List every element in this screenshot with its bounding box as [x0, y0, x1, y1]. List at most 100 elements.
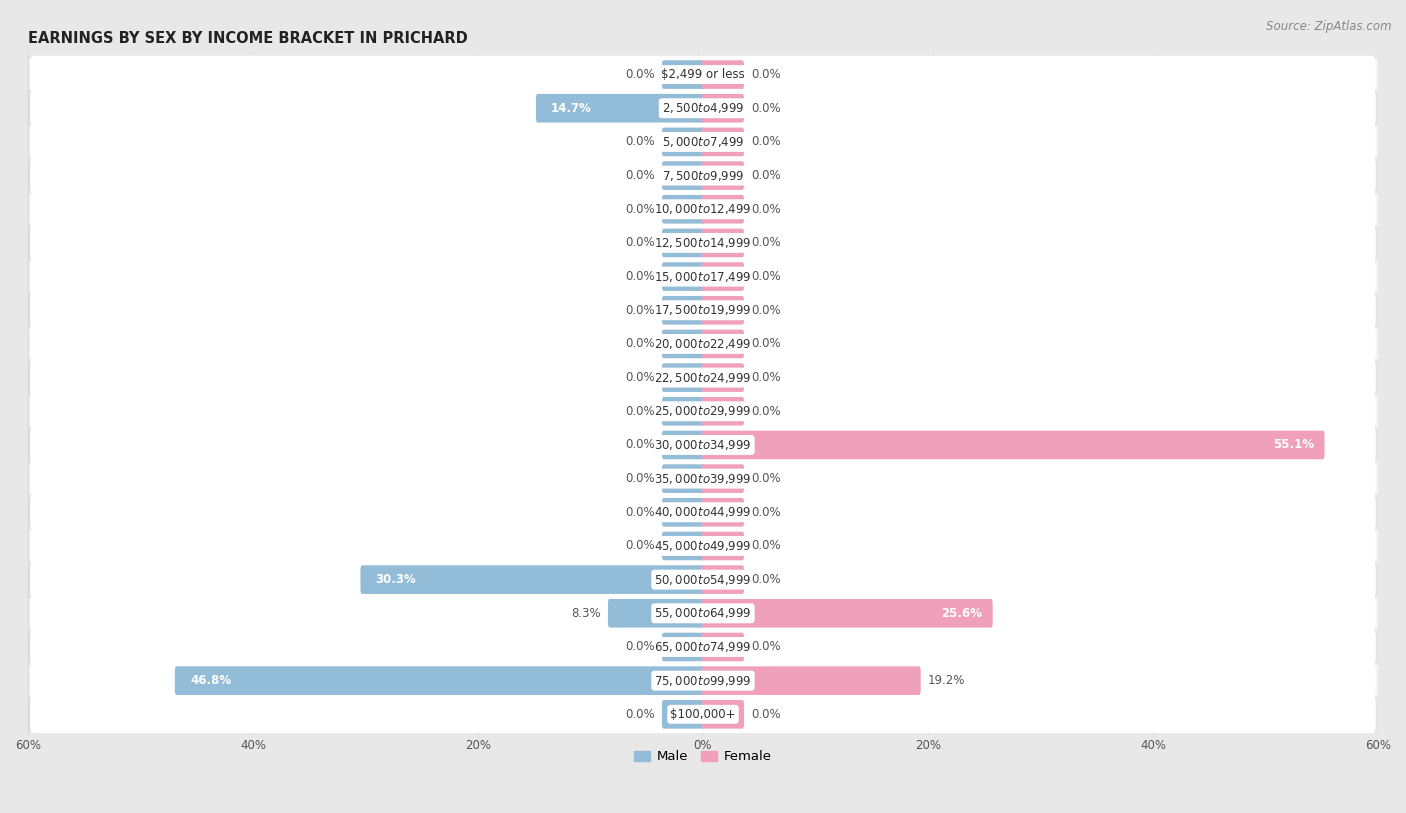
Text: 0.0%: 0.0% [626, 136, 655, 149]
Text: 0.0%: 0.0% [751, 371, 780, 384]
Text: 0.0%: 0.0% [626, 708, 655, 721]
Text: 0.0%: 0.0% [751, 270, 780, 283]
Text: 0.0%: 0.0% [626, 237, 655, 250]
Text: 0.0%: 0.0% [751, 573, 780, 586]
Bar [28, 699, 1378, 730]
FancyBboxPatch shape [31, 561, 1375, 598]
Text: $22,500 to $24,999: $22,500 to $24,999 [654, 371, 752, 385]
FancyBboxPatch shape [702, 195, 744, 224]
Text: $45,000 to $49,999: $45,000 to $49,999 [654, 539, 752, 553]
FancyBboxPatch shape [702, 464, 744, 493]
FancyBboxPatch shape [31, 190, 1375, 228]
FancyBboxPatch shape [662, 464, 704, 493]
FancyBboxPatch shape [31, 56, 1375, 93]
FancyBboxPatch shape [702, 363, 744, 392]
FancyBboxPatch shape [31, 393, 1375, 430]
FancyBboxPatch shape [662, 128, 704, 156]
FancyBboxPatch shape [702, 532, 744, 560]
FancyBboxPatch shape [662, 329, 704, 359]
FancyBboxPatch shape [31, 460, 1375, 498]
FancyBboxPatch shape [702, 228, 744, 257]
Text: $100,000+: $100,000+ [671, 708, 735, 721]
FancyBboxPatch shape [662, 633, 704, 661]
Text: 0.0%: 0.0% [626, 304, 655, 317]
Text: 0.0%: 0.0% [626, 68, 655, 81]
FancyBboxPatch shape [702, 633, 744, 661]
FancyBboxPatch shape [702, 700, 744, 728]
FancyBboxPatch shape [702, 565, 744, 594]
FancyBboxPatch shape [662, 498, 704, 527]
Text: $65,000 to $74,999: $65,000 to $74,999 [654, 640, 752, 654]
Text: 0.0%: 0.0% [626, 506, 655, 519]
Text: 0.0%: 0.0% [751, 102, 780, 115]
Bar [28, 295, 1378, 326]
FancyBboxPatch shape [662, 532, 704, 560]
Text: 19.2%: 19.2% [928, 674, 966, 687]
FancyBboxPatch shape [31, 157, 1375, 194]
Text: 0.0%: 0.0% [751, 506, 780, 519]
Text: 0.0%: 0.0% [626, 438, 655, 451]
Text: 0.0%: 0.0% [751, 136, 780, 149]
Text: 46.8%: 46.8% [190, 674, 231, 687]
Text: 0.0%: 0.0% [626, 337, 655, 350]
FancyBboxPatch shape [31, 291, 1375, 329]
FancyBboxPatch shape [31, 325, 1375, 363]
Text: Source: ZipAtlas.com: Source: ZipAtlas.com [1267, 20, 1392, 33]
Bar [28, 598, 1378, 628]
FancyBboxPatch shape [31, 359, 1375, 397]
FancyBboxPatch shape [702, 599, 993, 628]
Text: $12,500 to $14,999: $12,500 to $14,999 [654, 236, 752, 250]
FancyBboxPatch shape [702, 161, 744, 190]
Bar [28, 429, 1378, 460]
FancyBboxPatch shape [31, 123, 1375, 161]
FancyBboxPatch shape [31, 662, 1375, 699]
Bar [28, 362, 1378, 393]
Text: $17,500 to $19,999: $17,500 to $19,999 [654, 303, 752, 317]
Text: $7,500 to $9,999: $7,500 to $9,999 [662, 168, 744, 183]
FancyBboxPatch shape [536, 94, 704, 123]
Text: 55.1%: 55.1% [1272, 438, 1313, 451]
FancyBboxPatch shape [662, 363, 704, 392]
Text: 0.0%: 0.0% [751, 169, 780, 182]
FancyBboxPatch shape [31, 594, 1375, 633]
Text: 0.0%: 0.0% [626, 202, 655, 215]
Bar [28, 564, 1378, 595]
Text: 0.0%: 0.0% [626, 405, 655, 418]
Bar [28, 497, 1378, 528]
Text: 0.0%: 0.0% [751, 304, 780, 317]
Text: 0.0%: 0.0% [626, 641, 655, 654]
FancyBboxPatch shape [702, 431, 1324, 459]
FancyBboxPatch shape [31, 89, 1375, 127]
Bar [28, 463, 1378, 494]
Text: $10,000 to $12,499: $10,000 to $12,499 [654, 202, 752, 216]
FancyBboxPatch shape [360, 565, 704, 594]
Text: 0.0%: 0.0% [751, 337, 780, 350]
Text: 30.3%: 30.3% [375, 573, 416, 586]
FancyBboxPatch shape [31, 628, 1375, 666]
FancyBboxPatch shape [702, 60, 744, 89]
Text: 8.3%: 8.3% [571, 606, 600, 620]
FancyBboxPatch shape [31, 224, 1375, 262]
Bar [28, 160, 1378, 191]
FancyBboxPatch shape [662, 161, 704, 190]
Text: 14.7%: 14.7% [551, 102, 592, 115]
Text: 0.0%: 0.0% [626, 540, 655, 553]
Text: 0.0%: 0.0% [751, 202, 780, 215]
Bar [28, 228, 1378, 259]
FancyBboxPatch shape [662, 296, 704, 324]
Bar [28, 665, 1378, 696]
Text: $40,000 to $44,999: $40,000 to $44,999 [654, 506, 752, 520]
FancyBboxPatch shape [662, 397, 704, 425]
Text: 0.0%: 0.0% [751, 472, 780, 485]
FancyBboxPatch shape [702, 397, 744, 425]
Text: 0.0%: 0.0% [751, 405, 780, 418]
Text: $2,500 to $4,999: $2,500 to $4,999 [662, 102, 744, 115]
Text: 0.0%: 0.0% [626, 270, 655, 283]
Text: 0.0%: 0.0% [626, 169, 655, 182]
FancyBboxPatch shape [31, 426, 1375, 463]
Bar [28, 261, 1378, 292]
Text: $5,000 to $7,499: $5,000 to $7,499 [662, 135, 744, 149]
Text: 0.0%: 0.0% [751, 708, 780, 721]
FancyBboxPatch shape [702, 296, 744, 324]
FancyBboxPatch shape [31, 493, 1375, 531]
